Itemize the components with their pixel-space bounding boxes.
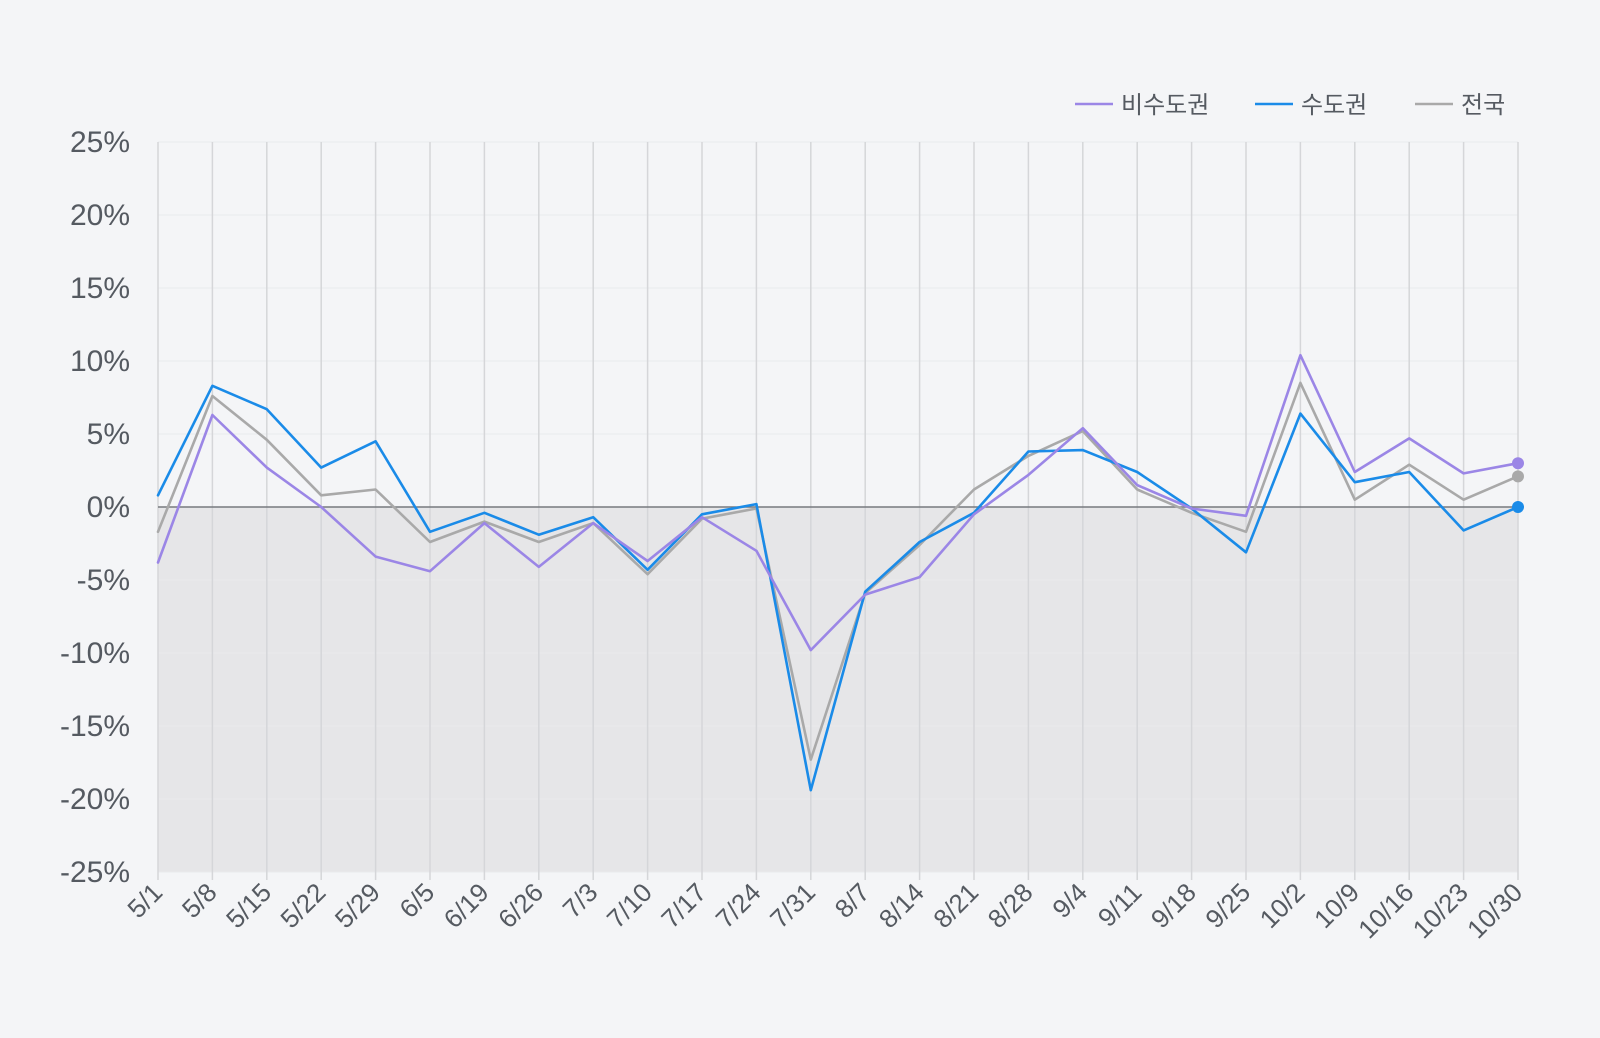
series-end-dot-수도권 bbox=[1512, 501, 1524, 513]
series-line-비수도권 bbox=[156, 353, 1520, 652]
legend-item-비수도권[interactable]: 비수도권 bbox=[1075, 92, 1209, 119]
y-tick-label: -15% bbox=[60, 710, 130, 743]
x-tick-label: 7/17 bbox=[655, 877, 712, 934]
x-tick-label: 8/7 bbox=[829, 877, 876, 924]
x-tick-label: 10/30 bbox=[1461, 877, 1528, 944]
legend-label: 전국 bbox=[1461, 92, 1505, 119]
y-tick-label: -20% bbox=[60, 783, 130, 816]
x-tick-label: 5/29 bbox=[329, 877, 386, 934]
x-tick-label: 7/31 bbox=[764, 877, 821, 934]
x-tick-label: 7/24 bbox=[710, 877, 767, 934]
y-tick-label: 5% bbox=[87, 418, 130, 451]
x-tick-label: 10/16 bbox=[1352, 877, 1419, 944]
y-tick-label: 0% bbox=[87, 491, 130, 524]
x-tick-label: 9/18 bbox=[1145, 877, 1202, 934]
x-tick-label: 7/3 bbox=[557, 877, 604, 924]
series-lines bbox=[156, 353, 1520, 792]
x-tick-label: 9/25 bbox=[1199, 877, 1256, 934]
x-tick-label: 6/26 bbox=[492, 877, 549, 934]
x-tick-label: 9/11 bbox=[1092, 877, 1148, 933]
legend[interactable]: 비수도권 수도권 전국 bbox=[1075, 92, 1505, 119]
x-tick-label: 10/23 bbox=[1407, 877, 1474, 944]
legend-label: 수도권 bbox=[1301, 92, 1367, 119]
x-tick-label: 8/14 bbox=[873, 877, 930, 934]
series-end-dots bbox=[1512, 457, 1524, 513]
x-tick-label: 9/4 bbox=[1046, 877, 1093, 924]
x-axis-ticks: 5/1 5/85/155/225/29 6/56/196/26 7/37/107/17… bbox=[121, 877, 1528, 944]
series-end-dot-비수도권 bbox=[1512, 457, 1524, 470]
legend-item-수도권[interactable]: 수도권 bbox=[1255, 92, 1367, 119]
y-tick-label: 10% bbox=[70, 345, 130, 378]
series-line-수도권 bbox=[156, 384, 1520, 792]
y-tick-label: 25% bbox=[70, 126, 130, 159]
x-tick-label: 10/2 bbox=[1254, 877, 1311, 934]
series-end-dot-전국 bbox=[1512, 470, 1524, 483]
x-tick-label: 5/22 bbox=[274, 877, 331, 934]
x-tick-label: 7/10 bbox=[601, 877, 658, 934]
legend-label: 비수도권 bbox=[1121, 92, 1209, 119]
y-tick-label: -25% bbox=[60, 856, 130, 889]
y-tick-label: 20% bbox=[70, 199, 130, 232]
y-tick-label: -10% bbox=[60, 637, 130, 670]
x-tick-label: 6/19 bbox=[438, 877, 495, 934]
x-tick-label: 8/21 bbox=[927, 877, 984, 934]
grid bbox=[157, 141, 1519, 880]
y-tick-label: -5% bbox=[77, 564, 130, 597]
series-line-전국 bbox=[156, 381, 1520, 761]
x-tick-label: 5/8 bbox=[176, 877, 223, 924]
x-tick-label: 8/28 bbox=[982, 877, 1039, 934]
legend-item-전국[interactable]: 전국 bbox=[1415, 92, 1505, 119]
x-tick-label: 5/15 bbox=[220, 877, 277, 934]
y-tick-label: 15% bbox=[70, 272, 130, 305]
x-tick-label: 6/5 bbox=[393, 877, 440, 924]
y-axis-ticks: 25% 20% 15% 10% 5% 0% -5% -10% -15% -20% -25% bbox=[60, 126, 130, 889]
